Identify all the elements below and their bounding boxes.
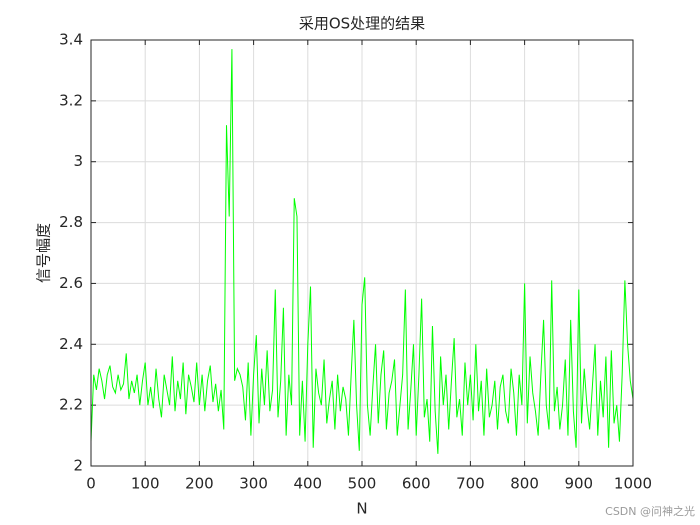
axes-box [90,39,634,467]
y-tick-label: 3.4 [59,31,83,49]
y-tick-label: 2.8 [59,213,83,231]
x-tick-label: 500 [348,475,377,493]
x-tick-label: 600 [402,475,431,493]
x-tick-label: 300 [239,475,268,493]
watermark: CSDN @问神之光 [605,504,695,518]
data-line [90,49,634,454]
x-axis-label: N [356,500,367,518]
x-tick-label: 1000 [614,475,652,493]
y-axis-label: 信号幅度 [35,223,53,283]
y-tick-label: 3.2 [59,91,83,109]
x-tick-label: 800 [510,475,539,493]
x-tick-label: 0 [86,475,96,493]
x-tick-label: 900 [564,475,593,493]
y-tick-label: 3 [73,152,83,170]
y-tick-label: 2 [73,457,83,475]
y-tick-label: 2.2 [59,396,83,414]
chart-title: 采用OS处理的结果 [299,15,425,33]
x-tick-label: 400 [293,475,322,493]
x-tick-label: 100 [131,475,160,493]
y-tick-label: 2.4 [59,335,83,353]
x-tick-label: 200 [185,475,214,493]
x-tick-label: 700 [456,475,485,493]
y-tick-label: 2.6 [59,274,83,292]
